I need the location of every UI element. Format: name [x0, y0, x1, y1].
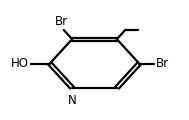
Text: Br: Br: [156, 57, 169, 70]
Text: N: N: [68, 94, 77, 107]
Text: HO: HO: [11, 57, 29, 70]
Text: Br: Br: [55, 15, 68, 28]
